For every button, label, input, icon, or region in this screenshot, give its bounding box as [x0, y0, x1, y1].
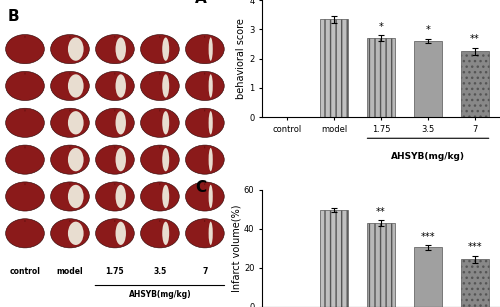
Text: AHSYB(mg/kg): AHSYB(mg/kg)	[391, 152, 465, 161]
Text: 1.75: 1.75	[106, 267, 124, 276]
Ellipse shape	[140, 182, 179, 211]
Ellipse shape	[208, 74, 213, 98]
Ellipse shape	[186, 71, 224, 101]
Ellipse shape	[162, 111, 169, 134]
Text: *: *	[378, 21, 384, 32]
Bar	[461, 259, 489, 307]
Ellipse shape	[140, 35, 179, 64]
Ellipse shape	[140, 71, 179, 101]
Text: B: B	[8, 9, 19, 24]
Bar	[367, 223, 395, 307]
Ellipse shape	[68, 74, 84, 98]
Ellipse shape	[68, 111, 84, 134]
Ellipse shape	[162, 37, 169, 61]
Text: control: control	[10, 267, 40, 276]
Ellipse shape	[50, 219, 90, 248]
Ellipse shape	[6, 219, 44, 248]
Ellipse shape	[68, 37, 84, 61]
Ellipse shape	[96, 108, 134, 138]
Ellipse shape	[140, 145, 179, 174]
Ellipse shape	[186, 108, 224, 138]
Ellipse shape	[96, 71, 134, 101]
Ellipse shape	[162, 74, 169, 98]
Text: ***: ***	[468, 242, 482, 252]
Ellipse shape	[96, 145, 134, 174]
Ellipse shape	[186, 182, 224, 211]
Ellipse shape	[6, 35, 44, 64]
Text: AHSYB(mg/kg): AHSYB(mg/kg)	[128, 290, 191, 299]
Ellipse shape	[68, 148, 84, 171]
Y-axis label: behavioral score: behavioral score	[236, 18, 246, 99]
Text: **: **	[376, 207, 386, 216]
Ellipse shape	[96, 35, 134, 64]
Ellipse shape	[162, 148, 169, 171]
Bar	[367, 38, 395, 117]
Ellipse shape	[116, 74, 126, 98]
Ellipse shape	[116, 37, 126, 61]
Text: **: **	[470, 34, 480, 44]
Text: model: model	[56, 267, 84, 276]
Ellipse shape	[208, 111, 213, 134]
Ellipse shape	[208, 185, 213, 208]
Ellipse shape	[68, 222, 84, 245]
Ellipse shape	[162, 222, 169, 245]
Text: C: C	[196, 181, 206, 196]
Ellipse shape	[68, 185, 84, 208]
Text: 3.5: 3.5	[154, 267, 166, 276]
Ellipse shape	[6, 182, 44, 211]
Ellipse shape	[208, 37, 213, 61]
Ellipse shape	[96, 182, 134, 211]
Ellipse shape	[50, 71, 90, 101]
Ellipse shape	[116, 222, 126, 245]
Ellipse shape	[140, 108, 179, 138]
Bar	[320, 19, 348, 117]
Ellipse shape	[116, 185, 126, 208]
Text: *: *	[426, 25, 430, 35]
Text: A: A	[196, 0, 207, 6]
Ellipse shape	[140, 219, 179, 248]
Bar	[414, 247, 442, 307]
Ellipse shape	[6, 145, 44, 174]
Ellipse shape	[208, 222, 213, 245]
Ellipse shape	[6, 108, 44, 138]
Y-axis label: Infarct volume(%): Infarct volume(%)	[231, 205, 241, 292]
Ellipse shape	[50, 145, 90, 174]
Ellipse shape	[186, 35, 224, 64]
Ellipse shape	[50, 182, 90, 211]
Ellipse shape	[186, 145, 224, 174]
Ellipse shape	[50, 108, 90, 138]
Text: ***: ***	[420, 231, 436, 242]
Bar	[414, 41, 442, 117]
Text: 7: 7	[202, 267, 207, 276]
Ellipse shape	[162, 185, 169, 208]
Ellipse shape	[116, 148, 126, 171]
Ellipse shape	[116, 111, 126, 134]
Bar	[461, 51, 489, 117]
Ellipse shape	[6, 71, 44, 101]
Ellipse shape	[96, 219, 134, 248]
Bar	[320, 210, 348, 307]
Ellipse shape	[208, 148, 213, 171]
Ellipse shape	[186, 219, 224, 248]
Ellipse shape	[50, 35, 90, 64]
